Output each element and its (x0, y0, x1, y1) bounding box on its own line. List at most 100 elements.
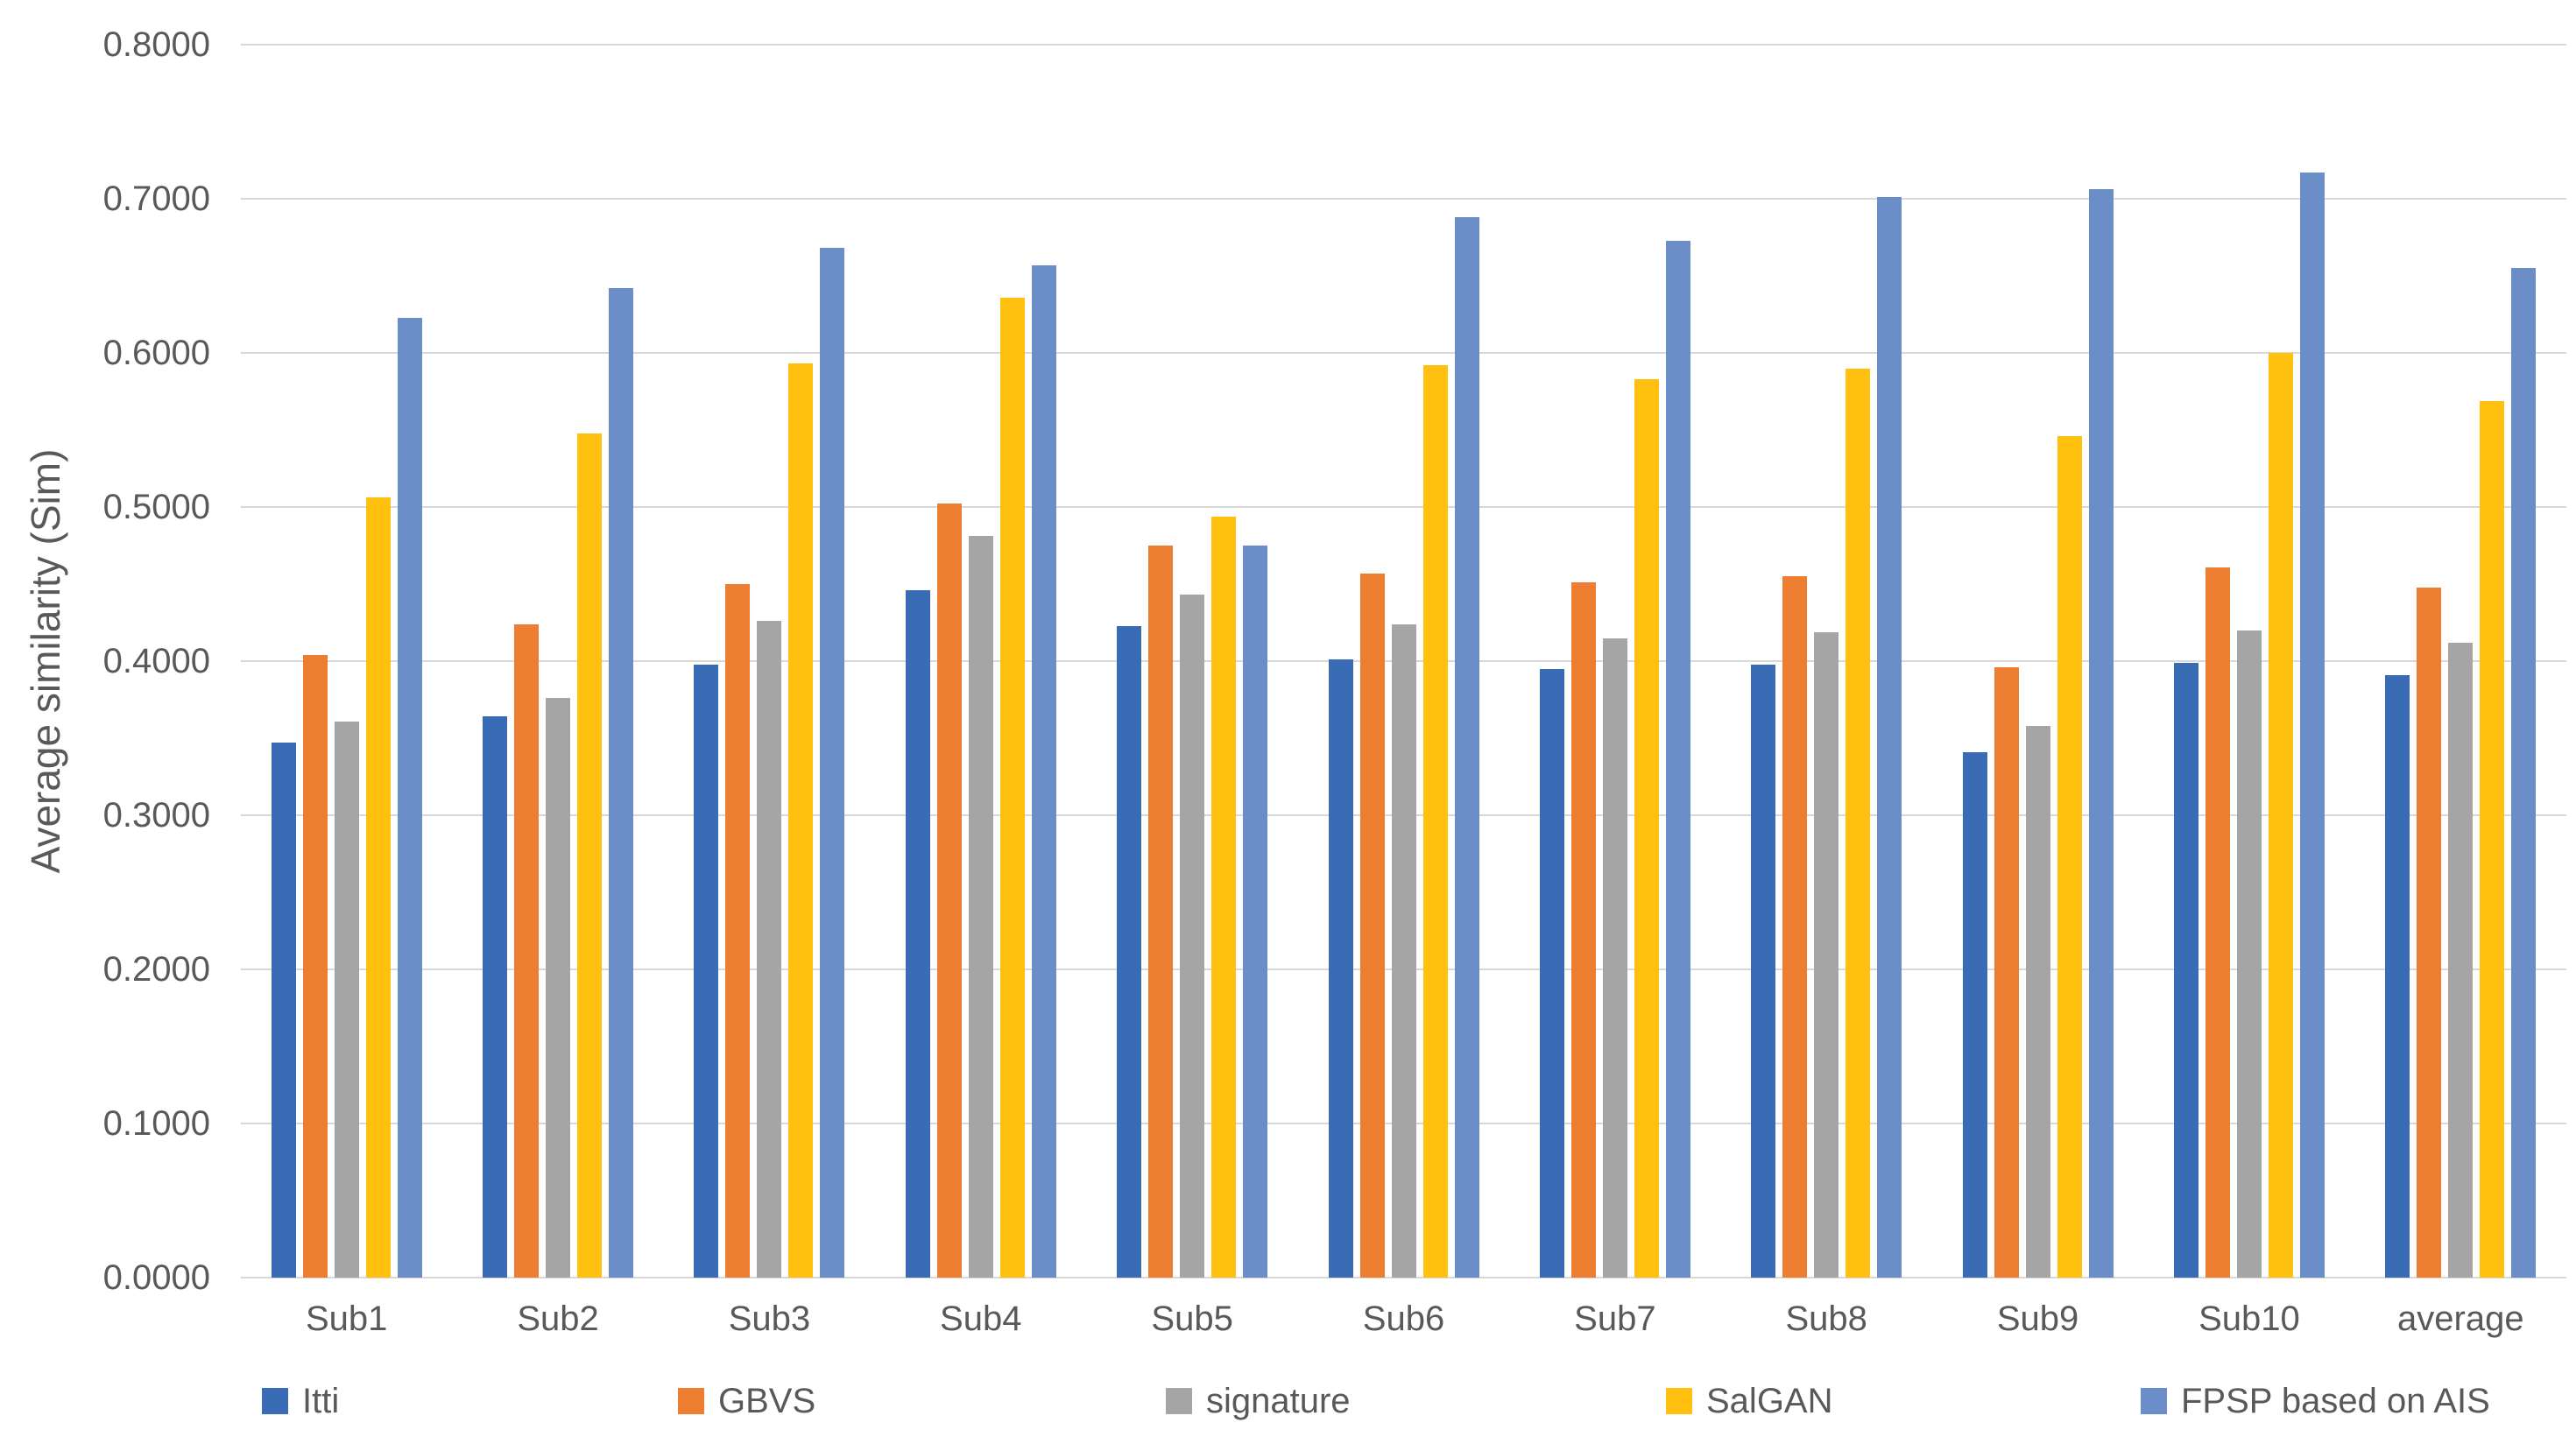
bar-group (1539, 45, 1690, 1278)
y-tick-label: 0.7000 (102, 180, 210, 218)
y-tick-label: 0.0000 (102, 1258, 210, 1297)
bar (1539, 668, 1564, 1278)
bar-group (1751, 45, 1902, 1278)
bar (271, 743, 296, 1278)
x-tick-label: Sub2 (517, 1300, 599, 1338)
bar (2268, 353, 2293, 1278)
y-tick-label: 0.8000 (102, 25, 210, 64)
bar (1454, 217, 1479, 1278)
bar (2173, 662, 2198, 1278)
bar (1031, 264, 1056, 1278)
bar (483, 716, 508, 1278)
legend-marker-icon (678, 1388, 704, 1414)
x-tick-label: Sub9 (1996, 1300, 2079, 1338)
bar (1846, 368, 1871, 1278)
bar (2448, 642, 2474, 1278)
bar (1814, 631, 1839, 1278)
bar (609, 288, 634, 1278)
bar (1634, 378, 1659, 1278)
bar-group (1328, 45, 1479, 1278)
bar (365, 497, 391, 1278)
bar (1359, 573, 1385, 1278)
bar (514, 623, 540, 1278)
bar (1422, 365, 1448, 1278)
bar (694, 664, 719, 1278)
x-tick-label: Sub4 (940, 1300, 1022, 1338)
bar (1570, 582, 1596, 1278)
bar (1602, 637, 1627, 1278)
bar (905, 590, 930, 1278)
x-tick-label: Sub5 (1151, 1300, 1233, 1338)
y-tick-label: 0.5000 (102, 488, 210, 526)
legend-label: GBVS (718, 1382, 816, 1420)
gridline (241, 1277, 2566, 1278)
plot-area (241, 44, 2566, 1278)
bar-group (2385, 45, 2537, 1278)
bar (1328, 659, 1353, 1278)
y-tick-label: 0.3000 (102, 796, 210, 835)
bar (2511, 268, 2537, 1278)
bar (2236, 630, 2262, 1278)
bar (2480, 400, 2505, 1278)
legend-marker-icon (262, 1388, 288, 1414)
bar (1243, 546, 1268, 1278)
legend-item: SalGAN (1666, 1380, 1833, 1422)
bar (1751, 664, 1776, 1278)
x-tick-label: Sub3 (728, 1300, 811, 1338)
bar (1994, 667, 2019, 1278)
legend-marker-icon (2141, 1388, 2167, 1414)
legend-marker-icon (1666, 1388, 1692, 1414)
y-tick-label: 0.1000 (102, 1104, 210, 1143)
y-tick-label: 0.4000 (102, 642, 210, 680)
bar-group (2173, 45, 2325, 1278)
bar (2205, 567, 2230, 1278)
bar (546, 698, 571, 1278)
bar-group (905, 45, 1056, 1278)
legend-marker-icon (1166, 1388, 1192, 1414)
y-tick-label: 0.2000 (102, 950, 210, 989)
x-tick-label: Sub10 (2198, 1300, 2300, 1338)
bar-group (1117, 45, 1268, 1278)
legend-label: SalGAN (1706, 1382, 1833, 1420)
bar (1211, 516, 1237, 1278)
bar (1391, 623, 1416, 1278)
bar (1665, 240, 1690, 1278)
x-tick-label: Sub6 (1362, 1300, 1445, 1338)
legend-item: GBVS (678, 1380, 815, 1422)
x-tick-label: Sub7 (1574, 1300, 1656, 1338)
bar (968, 536, 993, 1278)
x-tick-label: Sub1 (305, 1300, 388, 1338)
bar (757, 621, 782, 1278)
y-tick-label: 0.6000 (102, 334, 210, 372)
bar-group (1962, 45, 2114, 1278)
bar (2417, 587, 2442, 1278)
bar (2385, 674, 2410, 1278)
bar (2088, 189, 2114, 1278)
legend-label: FPSP based on AIS (2181, 1382, 2490, 1420)
bar (1877, 197, 1902, 1278)
bar (1180, 595, 1205, 1278)
bar (2057, 436, 2082, 1278)
bar-group (483, 45, 634, 1278)
legend-label: Itti (302, 1382, 340, 1420)
gridline (241, 44, 2566, 46)
legend-item: FPSP based on AIS (2141, 1380, 2490, 1422)
x-tick-label: Sub8 (1785, 1300, 1867, 1338)
bar (999, 297, 1025, 1278)
legend-item: signature (1166, 1380, 1351, 1422)
bar (820, 248, 845, 1278)
bar-group (694, 45, 845, 1278)
bar (302, 654, 328, 1278)
bar (2299, 173, 2325, 1278)
bar-group (271, 45, 422, 1278)
bar (1117, 625, 1142, 1278)
gridline (241, 352, 2566, 354)
bar (936, 504, 962, 1278)
gridline (241, 506, 2566, 508)
bar (788, 363, 814, 1278)
bar (725, 584, 751, 1278)
bar (577, 433, 603, 1278)
bar (397, 317, 422, 1278)
bar (1962, 751, 1987, 1278)
